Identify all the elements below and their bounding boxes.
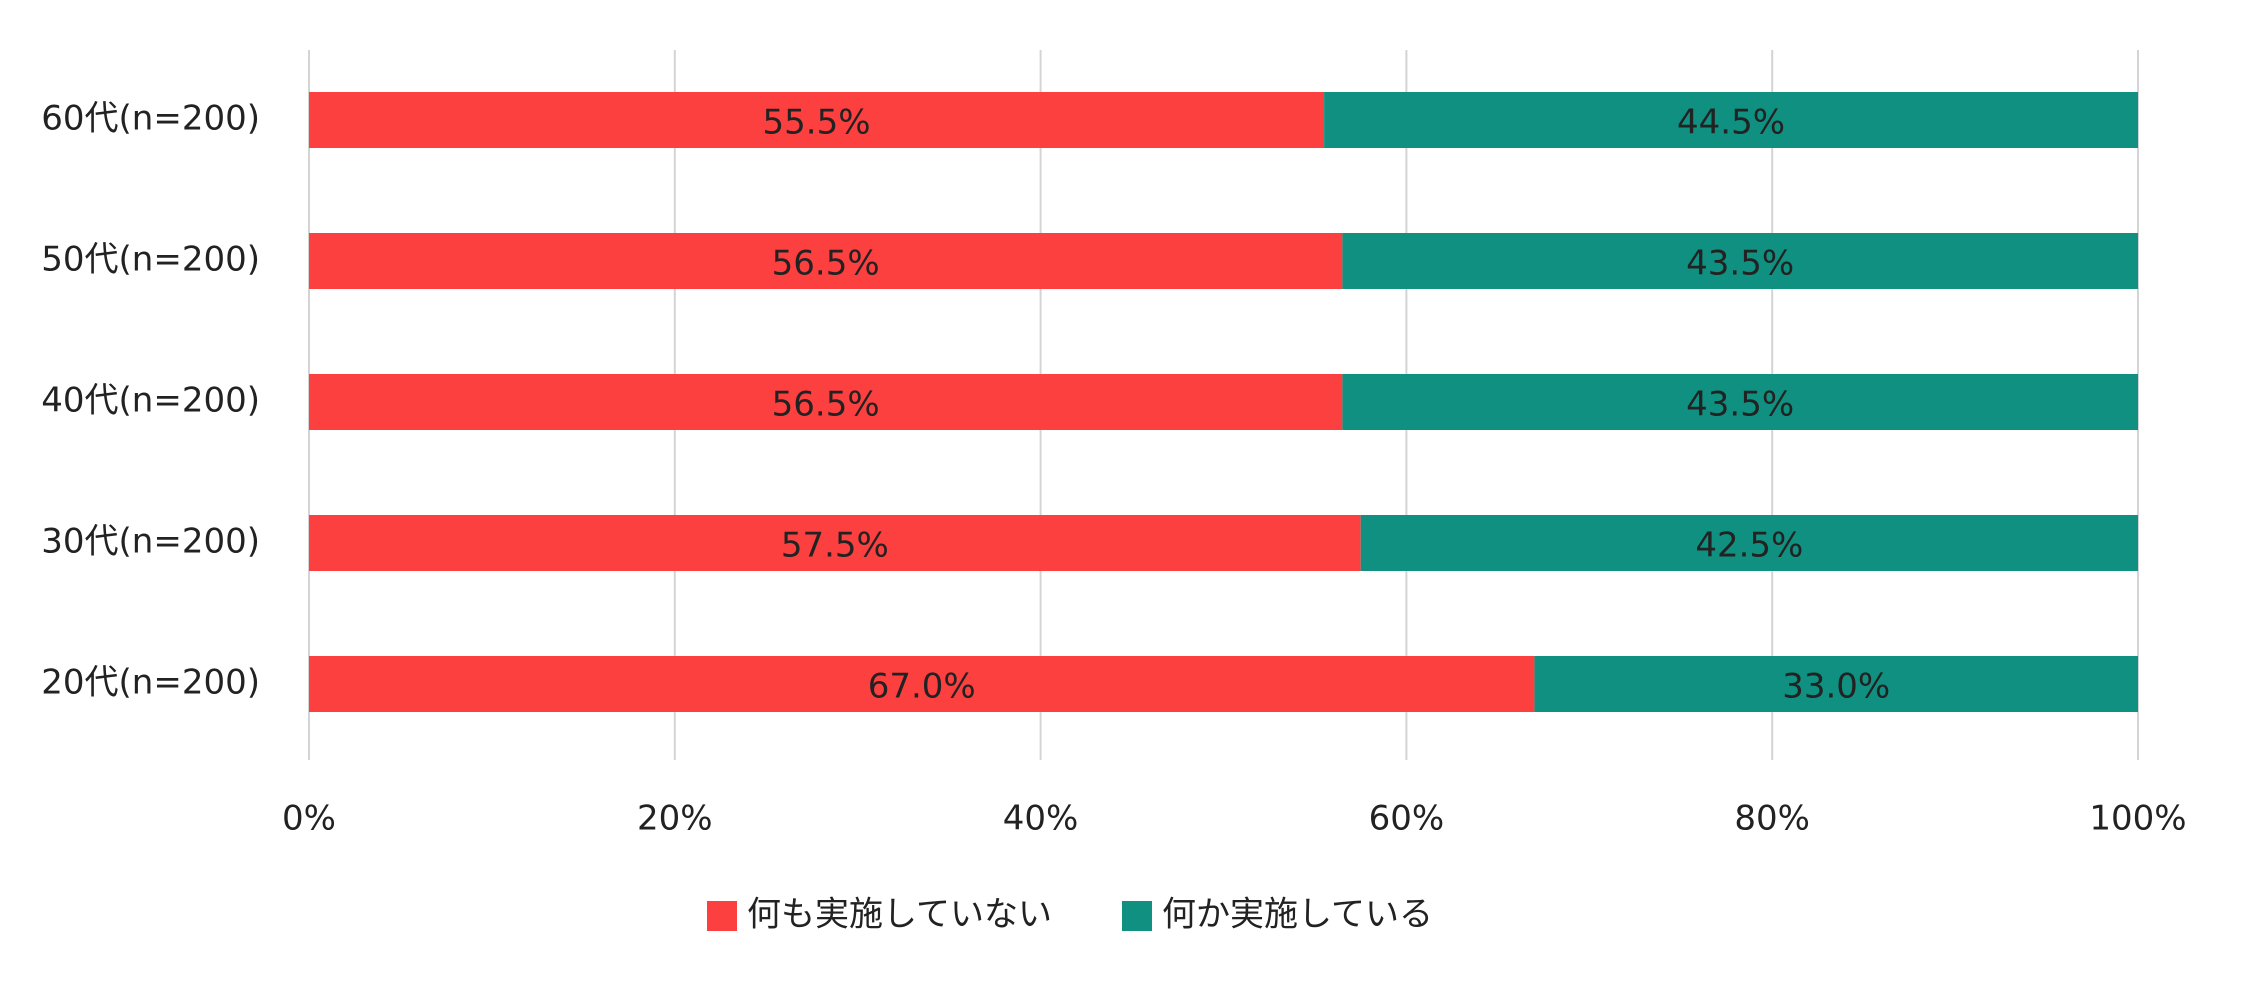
bar-segment [1360, 515, 2138, 571]
x-tick-label: 40% [1003, 799, 1079, 839]
x-tick-label: 60% [1369, 799, 1445, 839]
data-label: 56.5% [772, 244, 880, 284]
legend-swatch [707, 901, 737, 931]
bar-segment [309, 233, 1343, 289]
x-tick-label: 0% [282, 799, 336, 839]
data-label: 57.5% [781, 526, 889, 566]
y-tick-label: 20代(n=200) [41, 663, 260, 703]
legend-swatch [1121, 901, 1152, 931]
data-label: 33.0% [1782, 667, 1890, 707]
x-tick-label: 100% [2089, 799, 2186, 839]
bar-segment [309, 656, 1535, 712]
data-label: 44.5% [1677, 103, 1785, 143]
data-label: 43.5% [1686, 385, 1794, 425]
legend-label: 何も実施していない [747, 895, 1052, 935]
x-tick-label: 80% [1734, 799, 1810, 839]
legend-label: 何か実施している [1162, 895, 1433, 935]
data-label: 67.0% [868, 667, 976, 707]
y-tick-label: 50代(n=200) [41, 240, 260, 280]
data-label: 56.5% [772, 385, 880, 425]
data-label: 43.5% [1686, 244, 1794, 284]
y-tick-label: 30代(n=200) [41, 522, 260, 562]
bar-segment [1324, 92, 2138, 148]
bar-segment [309, 515, 1361, 571]
bar-segment [309, 92, 1325, 148]
y-tick-label: 40代(n=200) [41, 381, 260, 421]
y-tick-label: 60代(n=200) [41, 99, 260, 139]
bar-segment [1342, 233, 2138, 289]
data-label: 55.5% [763, 103, 871, 143]
data-label: 42.5% [1695, 526, 1803, 566]
x-tick-label: 20% [637, 799, 713, 839]
bar-segment [1342, 374, 2138, 430]
bar-segment [1534, 656, 2138, 712]
bar-segment [309, 374, 1343, 430]
